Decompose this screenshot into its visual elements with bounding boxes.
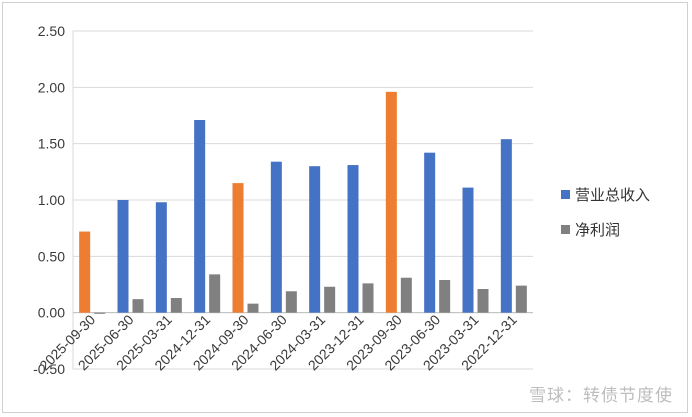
bar-profit xyxy=(477,289,489,313)
bar-profit xyxy=(170,298,182,313)
y-tick-label: 1.00 xyxy=(38,192,65,208)
bar-revenue xyxy=(155,202,167,313)
watermark: 雪球：转债节度使 xyxy=(529,386,673,406)
legend-swatch-revenue xyxy=(561,190,570,199)
bar-profit xyxy=(285,291,297,313)
bar-revenue xyxy=(117,200,129,313)
bar-revenue xyxy=(385,91,397,313)
legend: 营业总收入 净利润 xyxy=(561,187,650,239)
y-tick-label: 0.00 xyxy=(38,305,65,321)
bar-profit xyxy=(132,299,144,313)
bar-profit xyxy=(247,303,259,313)
bars xyxy=(79,91,527,314)
bar-profit xyxy=(439,279,451,313)
legend-label-revenue: 营业总收入 xyxy=(575,187,650,204)
bar-revenue xyxy=(347,165,359,313)
bar-chart: 2.50 2.00 1.50 1.00 0.50 0.00 -0.50 2025-09-30… xyxy=(33,23,650,377)
bar-revenue xyxy=(194,120,206,313)
bar-profit xyxy=(400,277,412,313)
bar-profit xyxy=(94,312,106,314)
bar-profit xyxy=(324,286,336,313)
bar-revenue xyxy=(500,139,512,313)
bar-profit xyxy=(209,274,221,313)
bar-revenue xyxy=(79,231,91,313)
bar-revenue xyxy=(424,152,436,313)
y-tick-label: 1.50 xyxy=(38,136,65,152)
chart-frame: 2.50 2.00 1.50 1.00 0.50 0.00 -0.50 2025-09-30… xyxy=(2,2,688,413)
legend-swatch-profit xyxy=(561,225,570,234)
y-tick-label: 2.50 xyxy=(38,23,65,39)
bar-profit xyxy=(362,283,374,313)
x-axis: 2025-09-302025-06-302025-03-312024-12-31… xyxy=(36,311,520,373)
bar-revenue xyxy=(270,161,282,313)
legend-label-profit: 净利润 xyxy=(575,222,620,239)
bar-profit xyxy=(515,285,527,313)
y-axis: 2.50 2.00 1.50 1.00 0.50 0.00 -0.50 xyxy=(33,23,65,377)
bar-revenue xyxy=(232,183,244,313)
y-tick-label: 0.50 xyxy=(38,248,65,264)
bar-revenue xyxy=(462,187,474,313)
bar-revenue xyxy=(309,166,321,313)
gridlines xyxy=(72,30,533,370)
y-tick-label: 2.00 xyxy=(38,79,65,95)
y-tick-label: -0.50 xyxy=(33,361,65,377)
